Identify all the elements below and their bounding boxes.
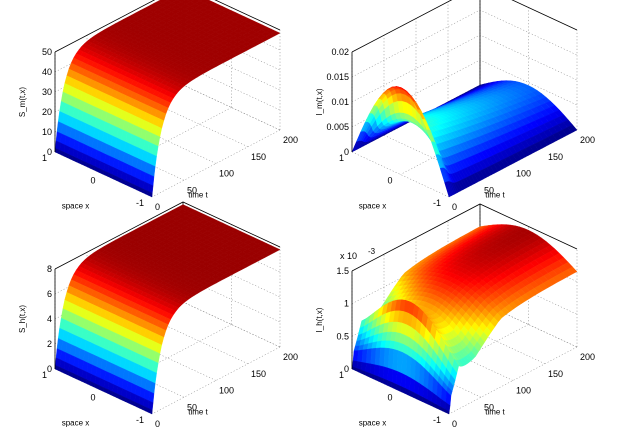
- t-tick-label: 0: [155, 202, 160, 212]
- surface-patch: [147, 407, 153, 415]
- t-tick-label: 100: [516, 169, 531, 179]
- z-tick-label: 4: [47, 314, 52, 324]
- t-tick-label: 0: [452, 419, 457, 429]
- t-axis-label: time t: [485, 191, 505, 200]
- t-tick-label: 200: [580, 135, 595, 145]
- x-axis-label: space x: [359, 202, 387, 211]
- x-tick-label: -1: [136, 415, 144, 425]
- t-tick-label: 100: [516, 386, 531, 396]
- t-tick-label: 50: [484, 185, 494, 195]
- box-top-edge: [351, 0, 578, 53]
- t-tick-label: 100: [219, 169, 234, 179]
- x-gridline-floor: [151, 346, 281, 415]
- t-tick-label: 100: [219, 386, 234, 396]
- z-multiplier-label: x 10: [340, 251, 357, 261]
- x-axis-label: space x: [62, 419, 90, 428]
- t-tick-label: 150: [251, 152, 266, 162]
- z-tick-label: 0: [47, 147, 52, 157]
- z-axis-label: I_m(t,x): [315, 88, 324, 115]
- z-axis-label: S_h(t,x): [18, 305, 27, 333]
- z-tick-label: 1: [344, 299, 349, 309]
- x-axis-label: space x: [359, 419, 387, 428]
- x-tick-label: 1: [339, 370, 344, 380]
- x-tick-label: 0: [387, 393, 392, 403]
- z-tick-label: 2: [47, 339, 52, 349]
- surface-mesh: [351, 80, 578, 198]
- z-tick-label: 0.005: [326, 122, 349, 132]
- surface-patch: [444, 408, 450, 415]
- t-tick-label: 200: [283, 135, 298, 145]
- t-tick-label: 150: [548, 152, 563, 162]
- z-exponent-label: -3: [368, 247, 376, 256]
- box-top-edge: [54, 0, 281, 53]
- surface-mesh: [54, 0, 281, 198]
- z-tick-label: 0: [344, 364, 349, 374]
- z-tick-label: 0: [344, 147, 349, 157]
- x-tick-label: 1: [42, 370, 47, 380]
- x-axis-label: space x: [62, 202, 90, 211]
- t-tick-label: 50: [484, 402, 494, 412]
- z-tick-label: 0.01: [331, 97, 349, 107]
- t-axis-label: time t: [188, 191, 208, 200]
- x-tick-label: 0: [90, 393, 95, 403]
- z-axis-label: I_h(t,x): [315, 307, 324, 332]
- z-tick-label: 0.5: [336, 331, 349, 341]
- z-tick-label: 6: [47, 289, 52, 299]
- surface-patch: [400, 372, 407, 389]
- t-tick-label: 150: [251, 369, 266, 379]
- z-tick-label: 20: [42, 107, 52, 117]
- z-tick-label: 0.015: [326, 72, 349, 82]
- x-tick-label: 1: [42, 153, 47, 163]
- x-tick-label: 1: [339, 153, 344, 163]
- x-tick-label: -1: [433, 198, 441, 208]
- t-axis-label: time t: [485, 408, 505, 417]
- surface-mesh: [351, 224, 578, 415]
- t-axis-label: time t: [188, 408, 208, 417]
- z-tick-label: 0.02: [331, 47, 349, 57]
- surface-patch: [147, 190, 153, 198]
- x-tick-label: 0: [387, 176, 392, 186]
- t-tick-label: 50: [187, 185, 197, 195]
- t-tick-label: 200: [283, 352, 298, 362]
- t-tick-label: 50: [187, 402, 197, 412]
- surface-mesh: [54, 204, 281, 415]
- t-tick-label: 150: [548, 369, 563, 379]
- z-tick-label: 10: [42, 127, 52, 137]
- surface-patch: [444, 182, 450, 198]
- x-tick-label: 0: [90, 176, 95, 186]
- x-gridline-floor: [151, 129, 281, 198]
- x-tick-label: -1: [136, 198, 144, 208]
- z-tick-label: 0: [47, 364, 52, 374]
- t-tick-label: 0: [452, 202, 457, 212]
- x-tick-label: -1: [433, 415, 441, 425]
- z-tick-label: 50: [42, 47, 52, 57]
- t-tick-label: 200: [580, 352, 595, 362]
- z-tick-label: 30: [42, 87, 52, 97]
- z-tick-label: 1.5: [336, 266, 349, 276]
- z-tick-label: 40: [42, 67, 52, 77]
- z-tick-label: 8: [47, 264, 52, 274]
- t-tick-label: 0: [155, 419, 160, 429]
- z-axis-label: S_m(t,x): [18, 87, 27, 118]
